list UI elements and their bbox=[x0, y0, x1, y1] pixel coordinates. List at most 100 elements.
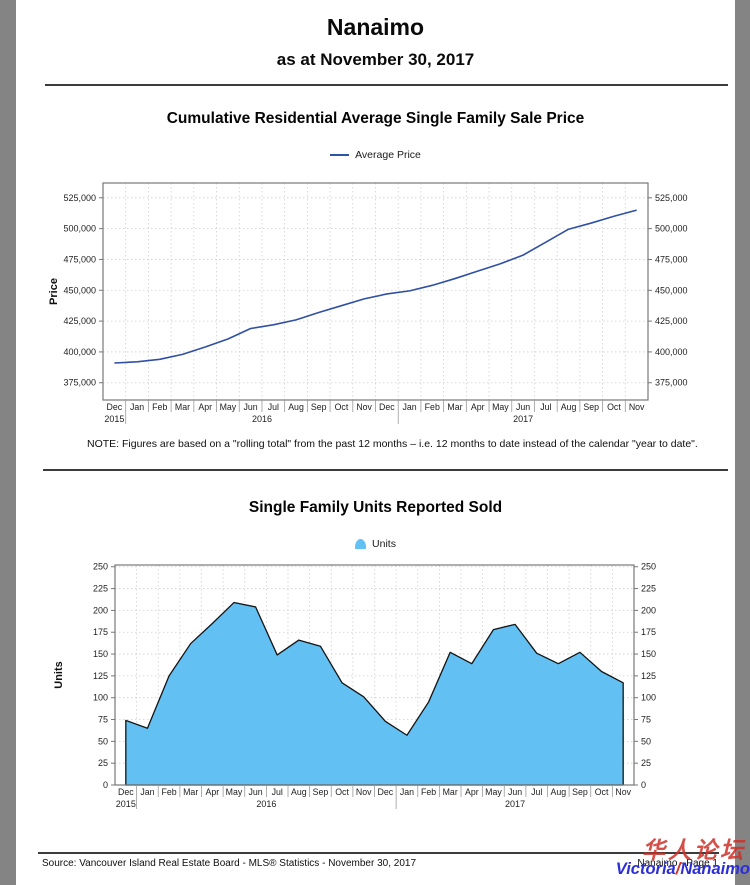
svg-text:0: 0 bbox=[103, 780, 108, 790]
svg-text:400,000: 400,000 bbox=[63, 347, 96, 357]
svg-text:175: 175 bbox=[641, 627, 656, 637]
svg-text:Mar: Mar bbox=[447, 402, 462, 412]
price-chart-title: Cumulative Residential Average Single Fa… bbox=[166, 110, 585, 127]
svg-text:225: 225 bbox=[641, 584, 656, 594]
svg-text:Apr: Apr bbox=[465, 787, 479, 797]
page-title: Nanaimo bbox=[326, 14, 425, 40]
svg-text:May: May bbox=[485, 787, 502, 797]
svg-text:Feb: Feb bbox=[425, 402, 440, 412]
svg-text:Feb: Feb bbox=[161, 787, 176, 797]
svg-text:Apr: Apr bbox=[471, 402, 485, 412]
svg-text:75: 75 bbox=[641, 715, 651, 725]
svg-text:2017: 2017 bbox=[513, 414, 533, 424]
footer-page-number: Nanaimo - Page 1 bbox=[637, 858, 718, 869]
rolling-total-note: NOTE: Figures are based on a "rolling to… bbox=[87, 438, 698, 450]
svg-text:Mar: Mar bbox=[443, 787, 458, 797]
svg-text:Mar: Mar bbox=[183, 787, 198, 797]
svg-text:100: 100 bbox=[93, 693, 108, 703]
svg-text:175: 175 bbox=[93, 627, 108, 637]
svg-text:500,000: 500,000 bbox=[655, 224, 688, 234]
svg-text:Sep: Sep bbox=[572, 787, 588, 797]
svg-text:Jun: Jun bbox=[244, 402, 258, 412]
footer-divider bbox=[38, 852, 719, 854]
svg-text:Aug: Aug bbox=[288, 402, 304, 412]
svg-text:Feb: Feb bbox=[421, 787, 436, 797]
svg-text:Jan: Jan bbox=[400, 787, 414, 797]
svg-text:100: 100 bbox=[641, 693, 656, 703]
svg-text:Dec: Dec bbox=[379, 402, 395, 412]
svg-text:0: 0 bbox=[641, 780, 646, 790]
svg-text:Jun: Jun bbox=[516, 402, 530, 412]
svg-text:May: May bbox=[492, 402, 509, 412]
svg-text:2015: 2015 bbox=[116, 799, 136, 809]
svg-text:Dec: Dec bbox=[118, 787, 134, 797]
svg-text:225: 225 bbox=[93, 584, 108, 594]
svg-text:Aug: Aug bbox=[291, 787, 307, 797]
svg-text:525,000: 525,000 bbox=[655, 193, 688, 203]
svg-text:Aug: Aug bbox=[561, 402, 577, 412]
header-divider bbox=[45, 84, 728, 86]
svg-text:Dec: Dec bbox=[107, 402, 123, 412]
units-chart-legend: Units bbox=[16, 538, 735, 550]
svg-text:425,000: 425,000 bbox=[655, 316, 688, 326]
svg-text:Jan: Jan bbox=[402, 402, 416, 412]
svg-text:Feb: Feb bbox=[152, 402, 167, 412]
svg-text:Price: Price bbox=[48, 278, 60, 305]
line-legend-swatch bbox=[330, 154, 350, 156]
svg-text:150: 150 bbox=[641, 649, 656, 659]
svg-text:250: 250 bbox=[93, 562, 108, 572]
svg-text:525,000: 525,000 bbox=[63, 193, 96, 203]
svg-text:500,000: 500,000 bbox=[63, 224, 96, 234]
svg-text:Apr: Apr bbox=[205, 787, 219, 797]
svg-text:Sep: Sep bbox=[583, 402, 599, 412]
svg-text:450,000: 450,000 bbox=[63, 285, 96, 295]
footer-source: Source: Vancouver Island Real Estate Boa… bbox=[42, 858, 417, 869]
svg-text:Jun: Jun bbox=[508, 787, 522, 797]
svg-text:Jul: Jul bbox=[272, 787, 283, 797]
svg-text:May: May bbox=[226, 787, 243, 797]
svg-text:Units: Units bbox=[53, 661, 65, 689]
svg-text:Oct: Oct bbox=[607, 402, 621, 412]
svg-text:2015: 2015 bbox=[104, 414, 124, 424]
price-chart-legend: Average Price bbox=[16, 149, 735, 161]
svg-text:2016: 2016 bbox=[256, 799, 276, 809]
svg-text:50: 50 bbox=[641, 736, 651, 746]
price-legend-label: Average Price bbox=[355, 149, 421, 161]
svg-text:75: 75 bbox=[98, 715, 108, 725]
svg-text:Nov: Nov bbox=[356, 402, 372, 412]
svg-text:25: 25 bbox=[641, 758, 651, 768]
svg-text:200: 200 bbox=[641, 605, 656, 615]
svg-text:Oct: Oct bbox=[595, 787, 609, 797]
average-price-line-chart: 375,000 375,000 400,000 400,000 425,000 425,0… bbox=[16, 175, 735, 442]
svg-text:125: 125 bbox=[641, 671, 656, 681]
svg-text:25: 25 bbox=[98, 758, 108, 768]
svg-text:Jul: Jul bbox=[540, 402, 551, 412]
svg-text:125: 125 bbox=[93, 671, 108, 681]
svg-text:Jan: Jan bbox=[140, 787, 154, 797]
svg-text:2016: 2016 bbox=[252, 414, 272, 424]
svg-text:375,000: 375,000 bbox=[63, 378, 96, 388]
svg-text:475,000: 475,000 bbox=[655, 254, 688, 264]
svg-text:50: 50 bbox=[98, 736, 108, 746]
svg-text:Sep: Sep bbox=[311, 402, 327, 412]
svg-text:375,000: 375,000 bbox=[655, 378, 688, 388]
svg-text:Nov: Nov bbox=[356, 787, 372, 797]
svg-text:Oct: Oct bbox=[335, 787, 349, 797]
svg-text:Aug: Aug bbox=[550, 787, 566, 797]
section-divider bbox=[43, 469, 728, 471]
units-chart-title: Single Family Units Reported Sold bbox=[248, 499, 503, 516]
units-legend-label: Units bbox=[372, 538, 396, 550]
report-page: Nanaimo as at November 30, 2017 Cumulati… bbox=[16, 0, 735, 885]
svg-text:200: 200 bbox=[93, 605, 108, 615]
svg-text:Mar: Mar bbox=[175, 402, 190, 412]
svg-text:400,000: 400,000 bbox=[655, 347, 688, 357]
svg-text:Jun: Jun bbox=[248, 787, 262, 797]
svg-text:450,000: 450,000 bbox=[655, 285, 688, 295]
area-legend-swatch bbox=[355, 539, 367, 549]
svg-text:May: May bbox=[220, 402, 237, 412]
svg-text:Jul: Jul bbox=[268, 402, 279, 412]
svg-text:Sep: Sep bbox=[313, 787, 329, 797]
svg-text:Apr: Apr bbox=[198, 402, 212, 412]
svg-text:2017: 2017 bbox=[505, 799, 525, 809]
